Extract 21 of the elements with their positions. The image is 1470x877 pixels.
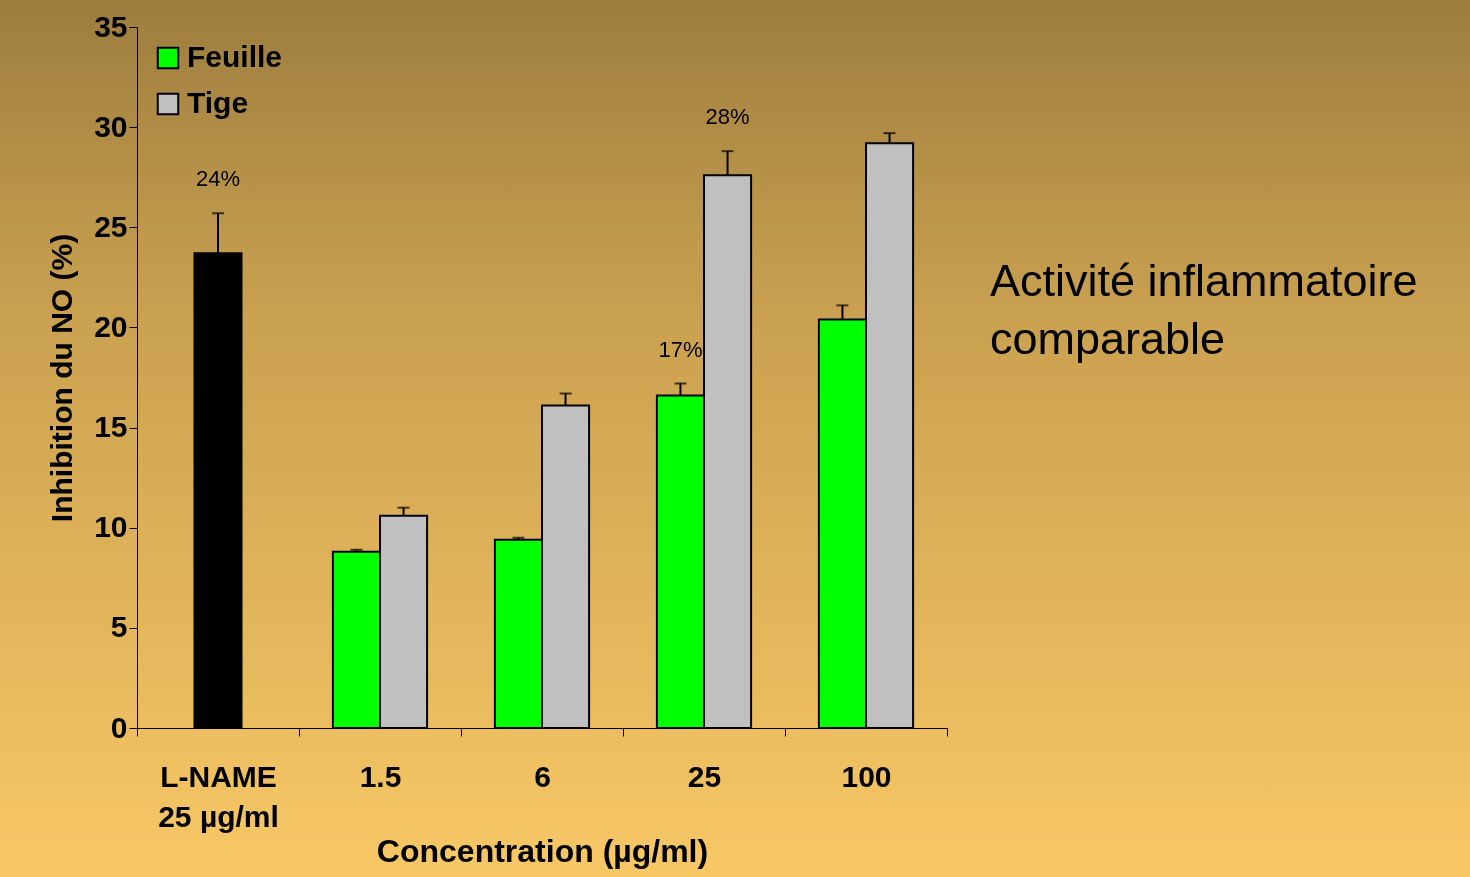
y-tick-label: 20 bbox=[94, 309, 128, 343]
y-tick-label: 25 bbox=[94, 209, 128, 243]
text: Activité inflammatoire comparable bbox=[990, 254, 1419, 366]
y-tick-label: 0 bbox=[110, 710, 128, 744]
x-tick-label: 1.5 bbox=[359, 759, 402, 793]
y-axis-title: Inhibition du NO (%) bbox=[45, 233, 79, 523]
legend-label: Tige bbox=[187, 86, 249, 119]
y-tick-label: 30 bbox=[94, 109, 128, 143]
data-label: 28% bbox=[705, 104, 750, 130]
y-tick-label: 35 bbox=[94, 9, 128, 43]
x-tick-label: L-NAME 25 µg/ml bbox=[158, 759, 279, 833]
x-tick-label: 6 bbox=[534, 759, 551, 793]
x-axis-title: Concentration (µg/ml) bbox=[376, 832, 709, 869]
y-tick-label: 15 bbox=[94, 410, 128, 444]
data-label: 24% bbox=[195, 166, 241, 192]
y-tick-label: 5 bbox=[110, 610, 128, 644]
legend-label: Feuille bbox=[187, 40, 283, 73]
y-tick-label: 10 bbox=[94, 510, 128, 544]
x-tick-label: 100 bbox=[841, 759, 892, 793]
data-label: 17% bbox=[658, 336, 703, 362]
x-tick-label: 25 bbox=[687, 759, 722, 793]
